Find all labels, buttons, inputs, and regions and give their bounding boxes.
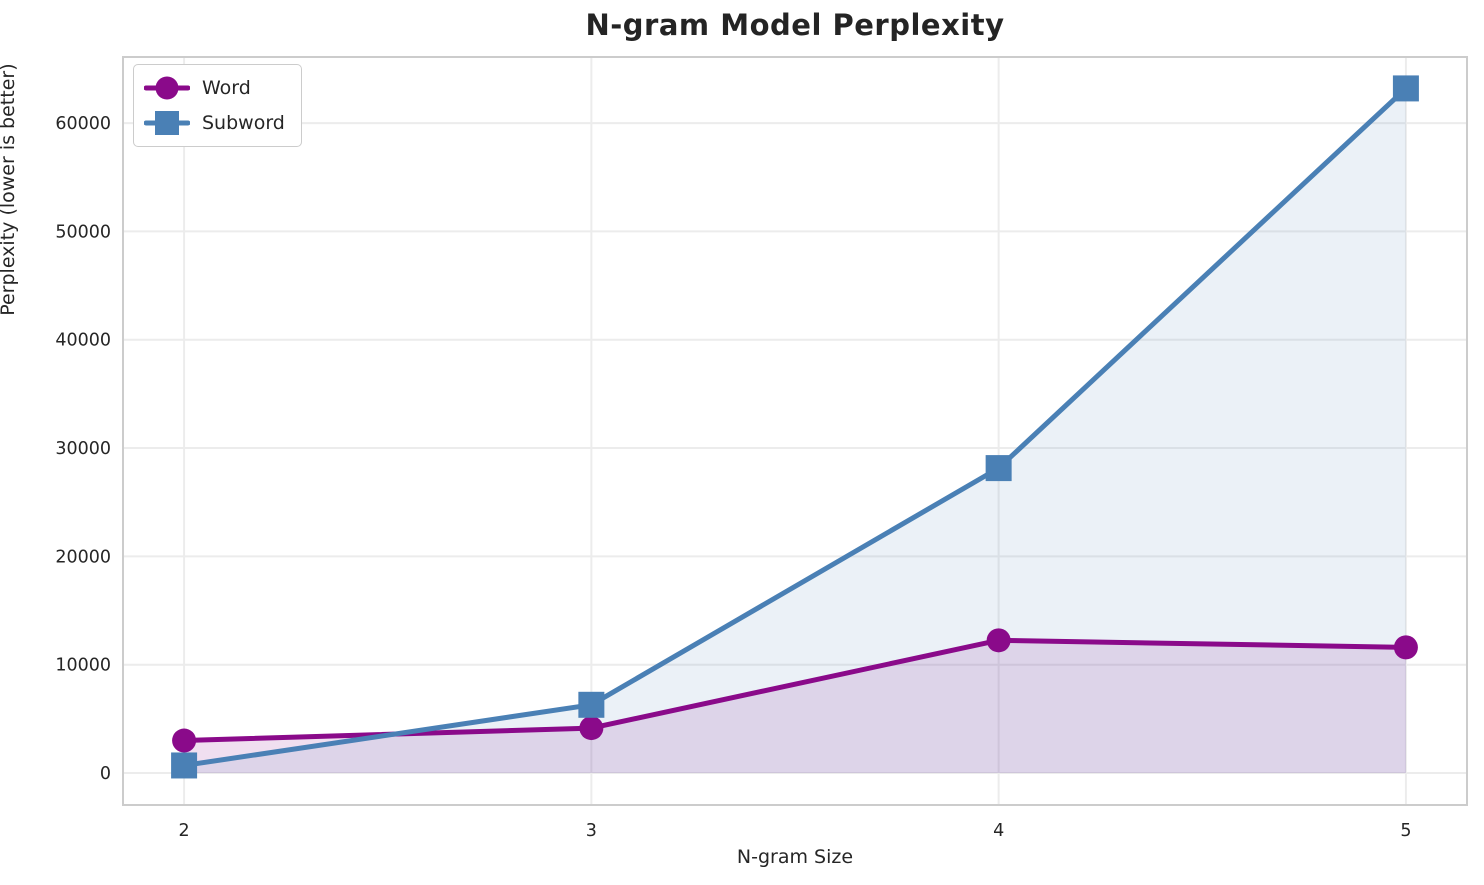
subword-data-point (171, 752, 198, 779)
plot-border (122, 56, 1468, 806)
subword-data-point (985, 455, 1012, 482)
subword-area-fill (184, 88, 1406, 774)
chart-title: N-gram Model Perplexity (585, 8, 1005, 42)
word-data-point (986, 628, 1011, 653)
word-area-fill (184, 640, 1406, 774)
subword-data-point (578, 691, 605, 718)
legend-item-word: Word (144, 74, 285, 102)
y-tick-label: 60000 (55, 114, 111, 134)
subword-line (181, 85, 1409, 768)
y-tick-label: 30000 (55, 439, 111, 459)
x-tick-label: 2 (179, 821, 190, 841)
legend: Word Subword (133, 64, 302, 147)
y-tick-label: 0 (100, 764, 111, 784)
word-series-marker-icon (144, 76, 190, 100)
word-data-point (579, 716, 604, 741)
x-tick-label: 3 (586, 821, 597, 841)
subword-series-marker-icon (144, 111, 190, 135)
word-data-point (172, 728, 197, 753)
legend-label-subword: Subword (202, 111, 285, 134)
x-tick-label: 5 (1400, 821, 1411, 841)
word-data-point (1393, 635, 1418, 660)
y-tick-label: 20000 (55, 547, 111, 567)
y-tick-label: 10000 (55, 656, 111, 676)
y-tick-label: 50000 (55, 222, 111, 242)
x-axis-label: N-gram Size (736, 846, 854, 868)
subword-data-point (1392, 75, 1419, 102)
y-tick-label: 40000 (55, 331, 111, 351)
legend-item-subword: Subword (144, 109, 285, 137)
y-axis-label: Perplexity (lower is better) (0, 63, 19, 316)
legend-label-word: Word (202, 76, 251, 99)
x-tick-label: 4 (993, 821, 1004, 841)
